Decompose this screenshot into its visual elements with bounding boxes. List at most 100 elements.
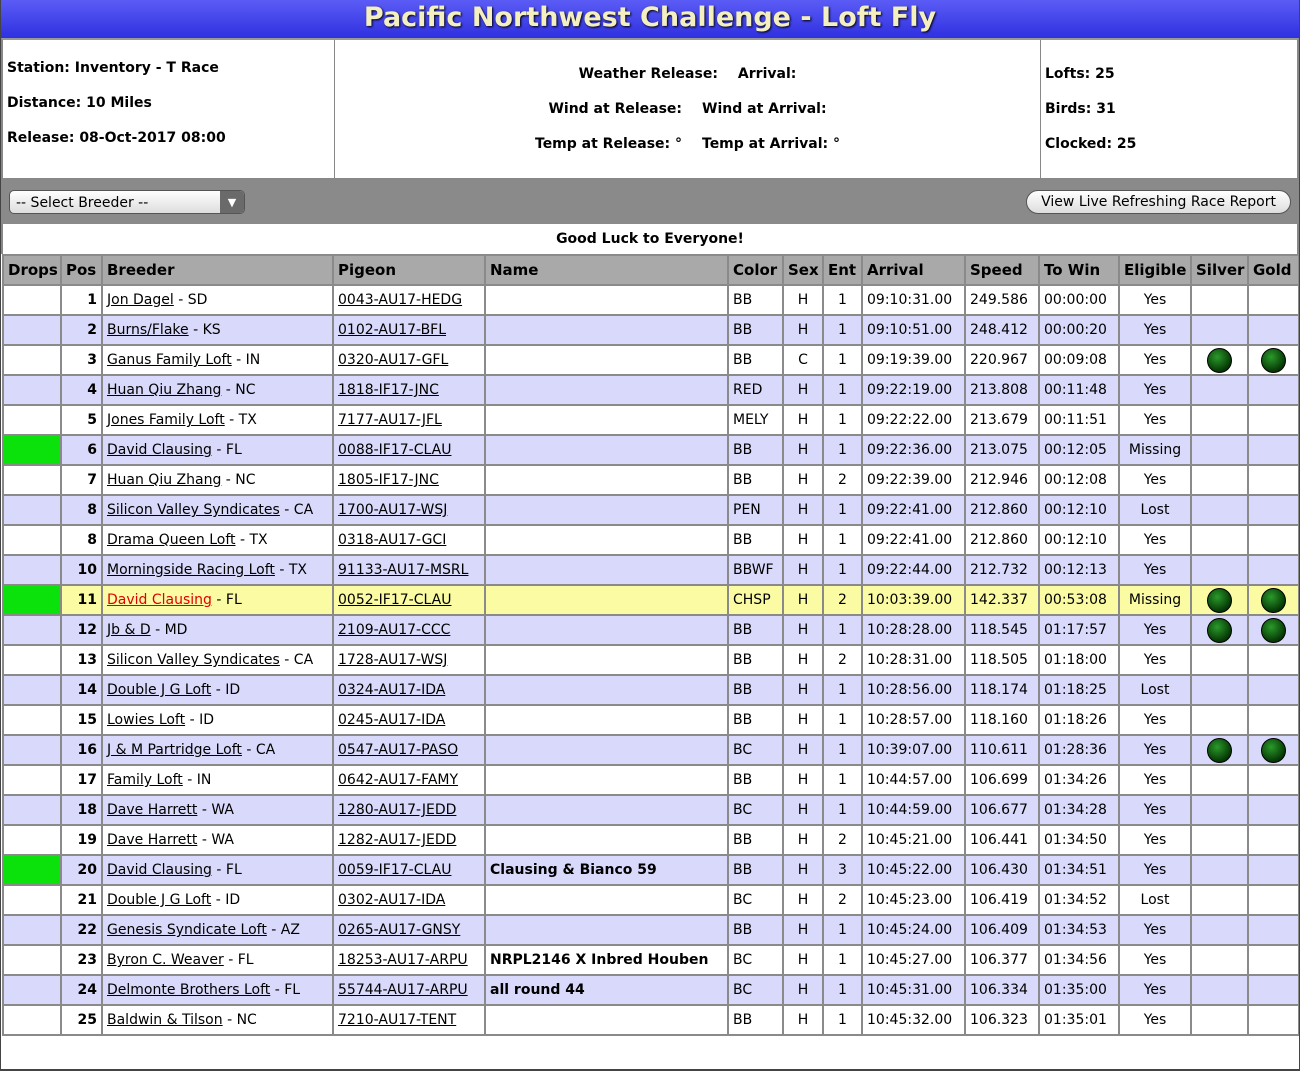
to-win-cell: 01:18:25 [1038,674,1120,706]
breeder-link[interactable]: Delmonte Brothers Loft [107,982,271,998]
speed-cell: 106.334 [964,974,1040,1006]
to-win-cell: 01:28:36 [1038,734,1120,766]
pigeon-link[interactable]: 1818-IF17-JNC [338,382,439,398]
name-cell [484,344,729,376]
breeder-select[interactable]: -- Select Breeder -- ▼ [9,190,245,214]
pigeon-link[interactable]: 0318-AU17-GCI [338,532,447,548]
pigeon-link[interactable]: 0324-AU17-IDA [338,682,446,698]
breeder-link[interactable]: Dave Harrett [107,802,198,818]
drops-cell [2,1004,62,1036]
pigeon-link[interactable]: 0088-IF17-CLAU [338,442,452,458]
speed-cell: 118.505 [964,644,1040,676]
pigeon-cell: 1280-AU17-JEDD [332,794,486,826]
pigeon-link[interactable]: 1805-IF17-JNC [338,472,439,488]
silver-cell [1190,314,1249,346]
color-cell: BB [727,464,784,496]
drops-cell [2,644,62,676]
breeder-cell: David Clausing - FL [101,434,334,466]
pigeon-name: Clausing & Bianco 59 [490,862,657,878]
silver-cell [1190,824,1249,856]
ent-cell: 1 [822,794,863,826]
breeder-link[interactable]: Double J G Loft [107,682,212,698]
pigeon-link[interactable]: 0052-IF17-CLAU [338,592,452,608]
breeder-link[interactable]: Jon Dagel [107,292,174,308]
breeder-link[interactable]: David Clausing [107,592,212,608]
breeder-cell: Drama Queen Loft - TX [101,524,334,556]
breeder-link[interactable]: Jones Family Loft [107,412,225,428]
breeder-link[interactable]: Double J G Loft [107,892,212,908]
pos-cell: 12 [60,614,103,646]
breeder-link[interactable]: Jb & D [107,622,151,638]
drops-cell [2,494,62,526]
result-row: 6 David Clausing - FL 0088-IF17-CLAU BB H 1 09… [2,434,1299,466]
silver-dot [1207,617,1232,643]
pigeon-link[interactable]: 0547-AU17-PASO [338,742,459,758]
pigeon-link[interactable]: 91133-AU17-MSRL [338,562,469,578]
breeder-state: - ID [215,892,241,908]
breeder-state: - IN [236,352,261,368]
pigeon-link[interactable]: 1282-AU17-JEDD [338,832,457,848]
breeder-link[interactable]: Silicon Valley Syndicates [107,652,280,668]
breeder-link[interactable]: Byron C. Weaver [107,952,224,968]
pigeon-link[interactable]: 0059-IF17-CLAU [338,862,452,878]
eligible-cell: Yes [1118,734,1192,766]
breeder-link[interactable]: David Clausing [107,862,212,878]
breeder-cell: Burns/Flake - KS [101,314,334,346]
breeder-state: - NC [225,382,256,398]
breeder-cell: Dave Harrett - WA [101,794,334,826]
pigeon-link[interactable]: 1700-AU17-WSJ [338,502,448,518]
pigeon-link[interactable]: 1728-AU17-WSJ [338,652,448,668]
breeder-link[interactable]: J & M Partridge Loft [107,742,242,758]
breeder-cell: Jones Family Loft - TX [101,404,334,436]
speed-cell: 213.075 [964,434,1040,466]
breeder-link[interactable]: Baldwin & Tilson [107,1012,223,1028]
pigeon-link[interactable]: 55744-AU17-ARPU [338,982,468,998]
name-cell [484,584,729,616]
pigeon-link[interactable]: 0102-AU17-BFL [338,322,447,338]
pigeon-link[interactable]: 0245-AU17-IDA [338,712,446,728]
gold-cell [1247,374,1299,406]
breeder-link[interactable]: Silicon Valley Syndicates [107,502,280,518]
result-row: 24 Delmonte Brothers Loft - FL 55744-AU17-… [2,974,1299,1006]
live-report-button[interactable]: View Live Refreshing Race Report [1026,190,1291,214]
pigeon-link[interactable]: 0043-AU17-HEDG [338,292,463,308]
pigeon-link[interactable]: 0265-AU17-GNSY [338,922,461,938]
color-cell: BB [727,704,784,736]
silver-cell [1190,554,1249,586]
pigeon-link[interactable]: 18253-AU17-ARPU [338,952,468,968]
pigeon-link[interactable]: 0642-AU17-FAMY [338,772,459,788]
color-cell: PEN [727,494,784,526]
breeder-link[interactable]: Ganus Family Loft [107,352,232,368]
pigeon-link[interactable]: 0320-AU17-GFL [338,352,449,368]
breeder-link[interactable]: Morningside Racing Loft [107,562,275,578]
silver-cell [1190,614,1249,646]
info-item: Birds: 31 [1045,101,1116,117]
breeder-link[interactable]: Huan Qiu Zhang [107,382,222,398]
pigeon-link[interactable]: 1280-AU17-JEDD [338,802,457,818]
breeder-link[interactable]: Genesis Syndicate Loft [107,922,267,938]
result-row: 19 Dave Harrett - WA 1282-AU17-JEDD BB H 2 10:… [2,824,1299,856]
ent-cell: 1 [822,524,863,556]
breeder-link[interactable]: Dave Harrett [107,832,198,848]
breeder-link[interactable]: Family Loft [107,772,183,788]
pigeon-link[interactable]: 2109-AU17-CCC [338,622,451,638]
breeder-link[interactable]: Huan Qiu Zhang [107,472,222,488]
pigeon-link[interactable]: 7177-AU17-JFL [338,412,442,428]
to-win-cell: 01:34:28 [1038,794,1120,826]
breeder-link[interactable]: Drama Queen Loft [107,532,236,548]
silver-cell [1190,434,1249,466]
breeder-link[interactable]: David Clausing [107,442,212,458]
toolbar: -- Select Breeder -- ▼ View Live Refreshi… [1,180,1299,224]
pigeon-link[interactable]: 0302-AU17-IDA [338,892,446,908]
column-header: Breeder [101,254,334,286]
ent-cell: 2 [822,824,863,856]
name-cell [484,404,729,436]
pigeon-link[interactable]: 7210-AU17-TENT [338,1012,457,1028]
arrival-cell: 10:28:56.00 [861,674,966,706]
breeder-link[interactable]: Lowies Loft [107,712,186,728]
arrival-cell: 09:10:31.00 [861,284,966,316]
breeder-link[interactable]: Burns/Flake [107,322,189,338]
gold-cell [1247,344,1299,376]
